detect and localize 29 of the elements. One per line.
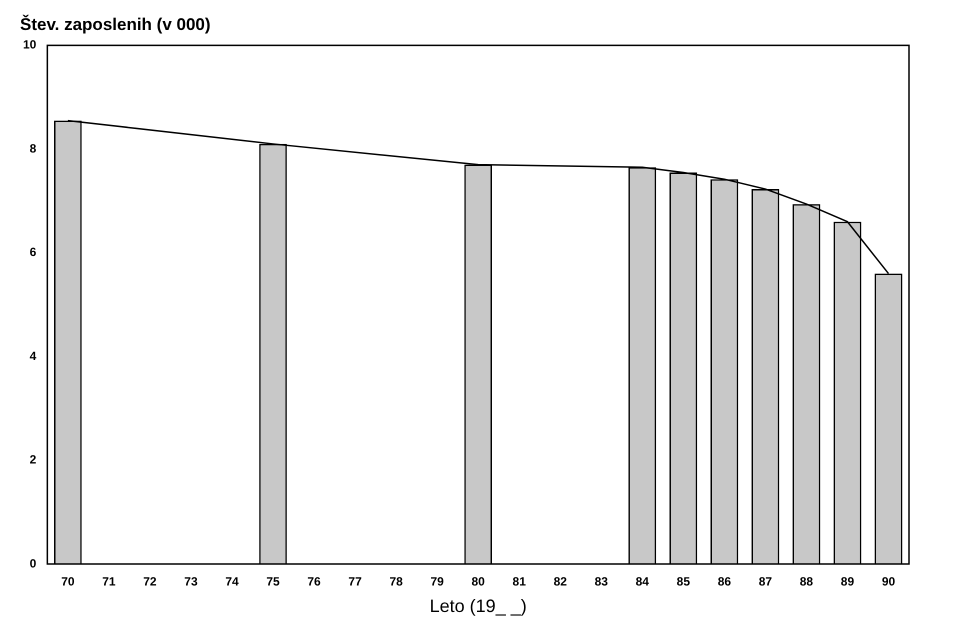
x-tick-label: 80: [471, 574, 486, 589]
x-tick-label: 77: [348, 574, 362, 589]
y-tick-label: 8: [30, 141, 37, 156]
x-tick-label: 74: [225, 574, 239, 589]
y-tick-label: 6: [30, 245, 37, 260]
x-tick-label: 88: [800, 574, 814, 589]
x-tick-label: 82: [554, 574, 568, 589]
x-tick-label: 85: [676, 574, 690, 589]
x-tick-label: 90: [882, 574, 896, 589]
x-tick-label: 78: [389, 574, 404, 589]
x-tick-label: 70: [61, 574, 75, 589]
x-tick-label: 87: [758, 574, 772, 589]
x-tick-label: 84: [636, 574, 650, 589]
x-tick-label: 75: [266, 574, 280, 589]
x-tick-label: 81: [512, 574, 526, 589]
y-axis-title: Štev. zaposlenih (v 000): [20, 14, 211, 34]
x-axis-title: Leto (19_ _): [430, 596, 527, 616]
y-tick-label: 2: [30, 452, 37, 467]
x-tick-label: 73: [184, 574, 198, 589]
y-tick-label: 0: [30, 556, 37, 570]
y-tick-label: 10: [22, 38, 37, 52]
x-tick-label: 79: [430, 574, 444, 589]
y-tick-label: 4: [30, 348, 37, 363]
x-tick-label: 89: [840, 574, 854, 589]
x-tick-label: 72: [143, 574, 157, 589]
x-tick-label: 76: [307, 574, 322, 589]
x-tick-label: 86: [718, 574, 732, 589]
x-tick-label: 71: [102, 574, 116, 589]
x-tick-label: 83: [594, 574, 608, 589]
